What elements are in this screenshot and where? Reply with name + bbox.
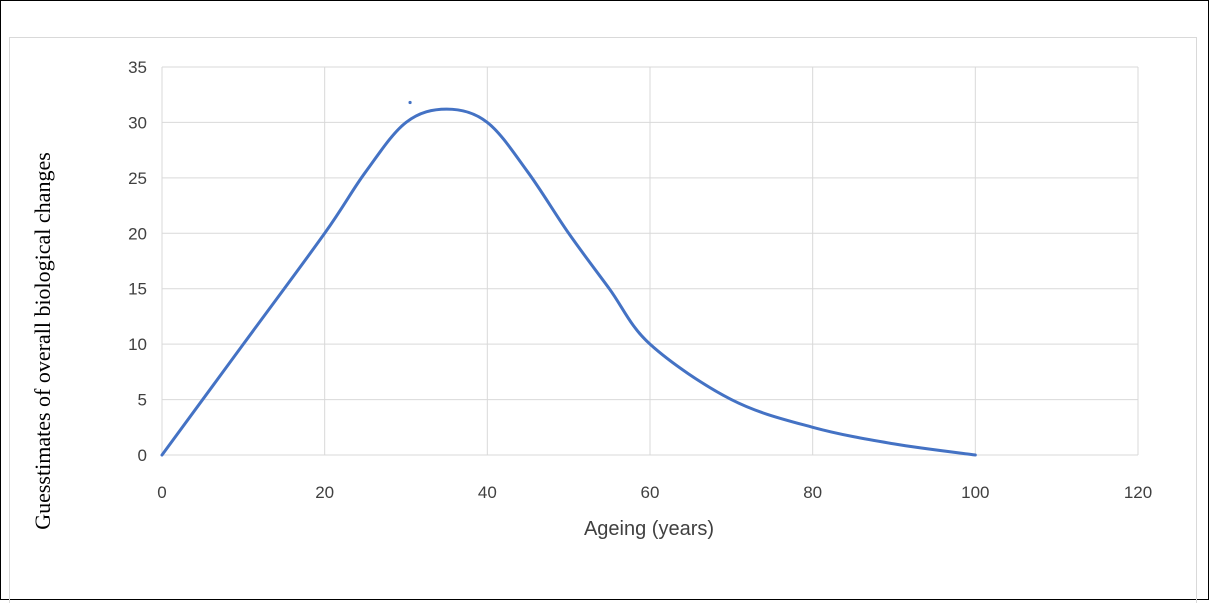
- annotations: [408, 100, 412, 105]
- y-axis-title: Guesstimates of overall biological chang…: [30, 152, 55, 530]
- series: [160, 107, 977, 457]
- x-axis-ticks: 0 20 40 60 80 100 120: [157, 483, 1152, 502]
- grid: [161, 66, 1139, 456]
- x-tick-label: 100: [961, 483, 989, 502]
- x-tick-label: 120: [1124, 483, 1152, 502]
- y-axis-ticks: 0 5 10 15 20 25 30 35: [128, 58, 147, 465]
- y-tick-label: 25: [128, 169, 147, 188]
- y-tick-label: 20: [128, 224, 147, 243]
- x-tick-label: 0: [157, 483, 166, 502]
- x-tick-label: 40: [478, 483, 497, 502]
- y-tick-label: 15: [128, 280, 147, 299]
- x-axis-title: Ageing (years): [584, 518, 714, 540]
- x-tick-label: 60: [641, 483, 660, 502]
- y-tick-label: 0: [138, 446, 147, 465]
- y-tick-label: 35: [128, 58, 147, 77]
- y-tick-label: 30: [128, 113, 147, 132]
- y-tick-label: 5: [138, 391, 147, 410]
- stray-dot-marker: [408, 100, 412, 105]
- series-line: [160, 107, 977, 457]
- x-tick-label: 20: [315, 483, 334, 502]
- y-tick-label: 10: [128, 335, 147, 354]
- x-tick-label: 80: [803, 483, 822, 502]
- chart-area: [9, 37, 1197, 603]
